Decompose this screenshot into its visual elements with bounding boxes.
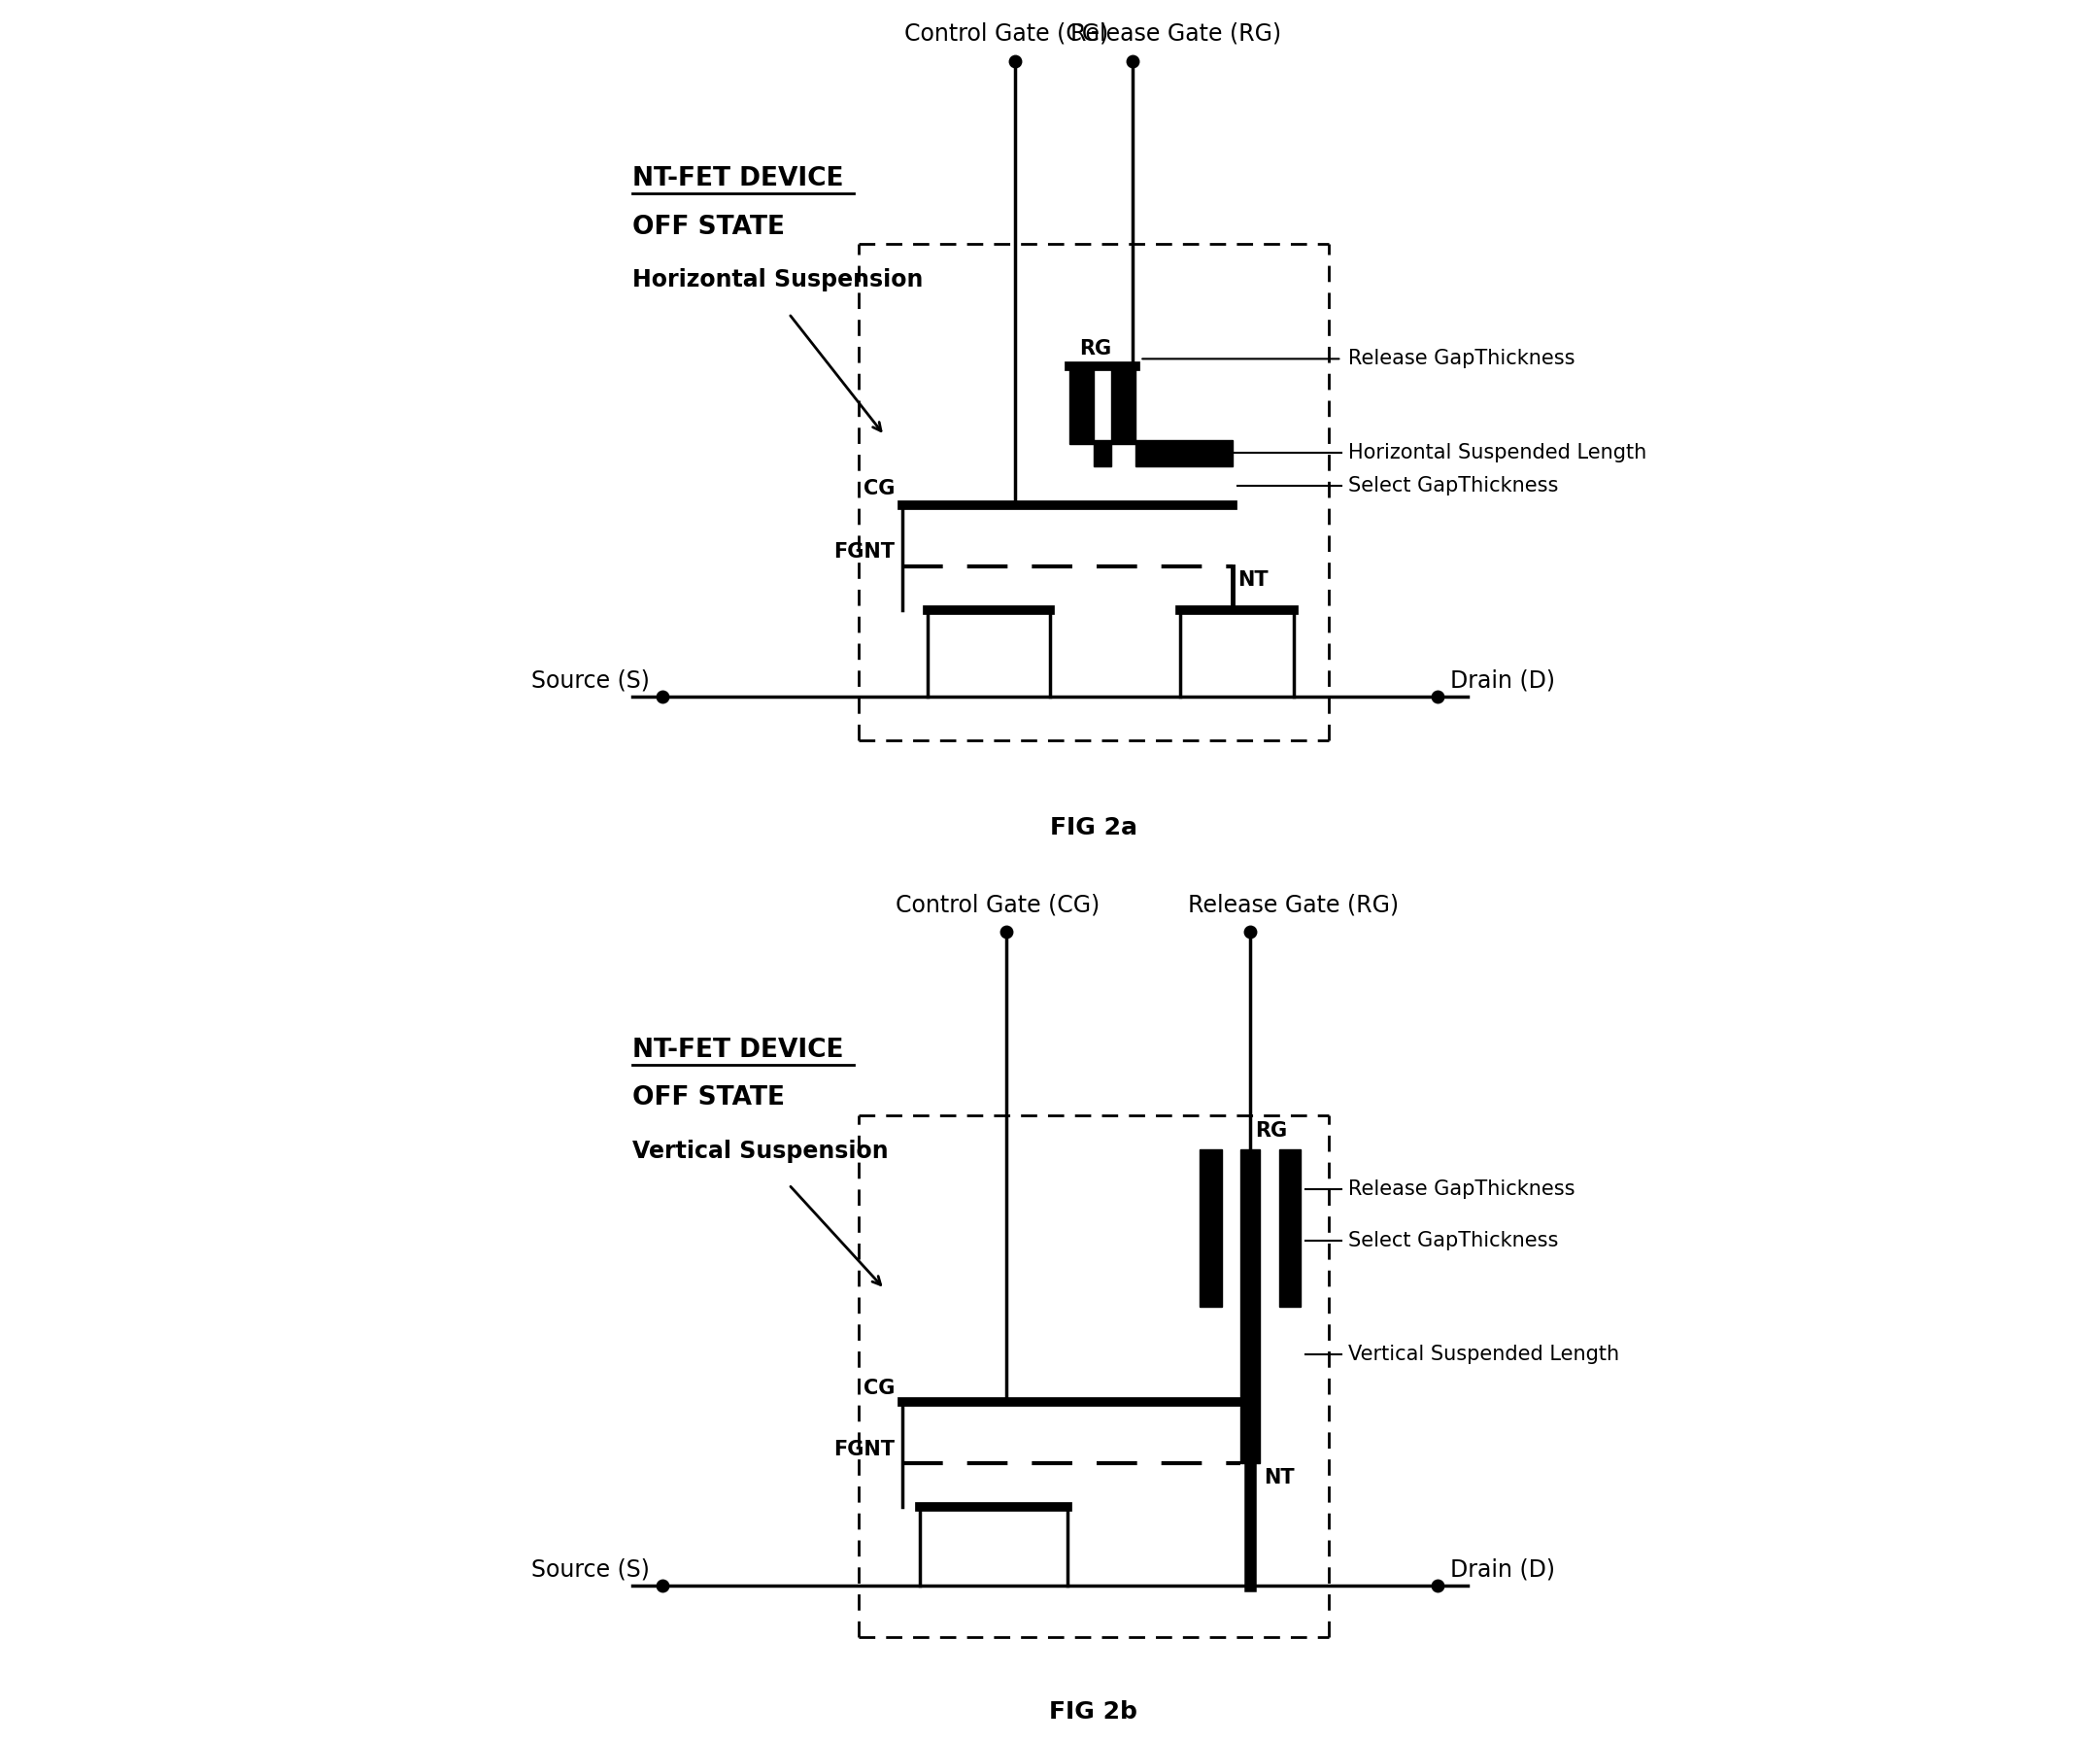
Text: Release Gate (RG): Release Gate (RG) [1071,23,1281,45]
Text: Source (S): Source (S) [531,1557,649,1582]
Text: Vertical Suspension: Vertical Suspension [632,1139,888,1164]
Text: NT-FET DEVICE: NT-FET DEVICE [632,165,844,192]
Bar [1069,366,1094,444]
Text: NT-FET DEVICE: NT-FET DEVICE [632,1036,844,1063]
Text: Vertical Suspended Length: Vertical Suspended Length [1348,1345,1619,1364]
Bar [1199,1150,1222,1306]
Text: Control Gate (CG): Control Gate (CG) [905,23,1109,45]
Text: RG: RG [1079,340,1111,359]
Text: Source (S): Source (S) [531,669,649,692]
Text: Horizontal Suspension: Horizontal Suspension [632,268,922,291]
Text: Release GapThickness: Release GapThickness [1348,348,1575,369]
Text: NT: NT [1264,1467,1296,1488]
Text: Horizontal Suspended Length: Horizontal Suspended Length [1348,442,1646,463]
Text: FGNT: FGNT [834,542,895,561]
Text: FIG 2b: FIG 2b [1050,1700,1138,1723]
Text: Select GapThickness: Select GapThickness [1348,1232,1558,1251]
Text: Release Gate (RG): Release Gate (RG) [1189,894,1399,916]
Bar [1279,1150,1300,1306]
Text: CG: CG [863,1378,895,1397]
Text: NT: NT [1237,570,1268,591]
Bar [1111,366,1136,444]
Text: Drain (D): Drain (D) [1451,1557,1556,1582]
Text: OFF STATE: OFF STATE [632,1085,785,1111]
Text: FIG 2a: FIG 2a [1050,815,1138,840]
Text: CG: CG [863,479,895,498]
Text: RG: RG [1254,1122,1287,1141]
Text: Select GapThickness: Select GapThickness [1348,476,1558,495]
Bar [1241,1150,1260,1463]
Bar [1136,439,1233,465]
Text: Drain (D): Drain (D) [1451,669,1556,692]
Text: OFF STATE: OFF STATE [632,214,785,239]
Text: Release GapThickness: Release GapThickness [1348,1179,1575,1198]
Text: FGNT: FGNT [834,1439,895,1460]
Bar [1094,439,1111,465]
Text: Control Gate (CG): Control Gate (CG) [895,894,1100,916]
